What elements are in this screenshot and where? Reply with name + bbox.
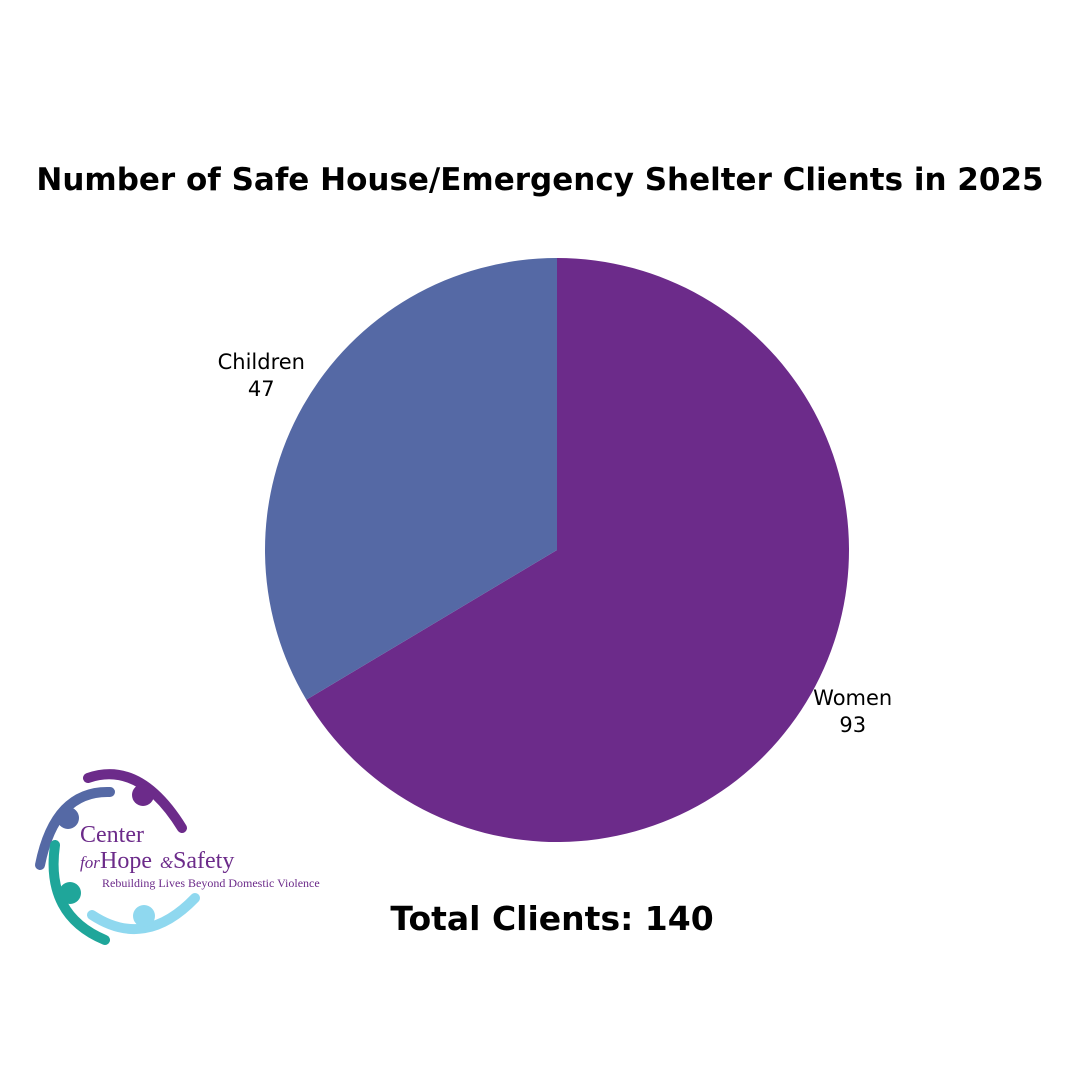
logo-dot xyxy=(57,807,79,829)
total-annotation: Total Clients: 140 xyxy=(390,899,713,938)
logo: Center for Hope & Safety Rebuilding Live… xyxy=(35,769,320,945)
logo-text: Safety xyxy=(173,848,234,874)
pie: Women 93 Children 47 xyxy=(218,258,892,842)
slice-value: 47 xyxy=(248,377,275,401)
logo-text: Center xyxy=(80,822,144,848)
logo-arc xyxy=(48,840,110,945)
logo-tagline: Rebuilding Lives Beyond Domestic Violenc… xyxy=(102,876,320,890)
logo-text: Hope xyxy=(100,848,152,874)
logo-text: & xyxy=(160,853,174,872)
logo-dot xyxy=(133,905,155,927)
logo-arc xyxy=(87,893,200,935)
logo-dot xyxy=(132,784,154,806)
slice-label: Children xyxy=(218,350,305,374)
pie-slice xyxy=(264,258,557,700)
logo-text: for xyxy=(80,853,100,872)
slice-label: Women xyxy=(813,686,892,710)
logo-arc xyxy=(83,769,187,833)
chart-title: Number of Safe House/Emergency Shelter C… xyxy=(36,162,1043,198)
slice-value: 93 xyxy=(839,713,866,737)
pie-slice xyxy=(306,258,849,842)
logo-dot xyxy=(59,882,81,904)
